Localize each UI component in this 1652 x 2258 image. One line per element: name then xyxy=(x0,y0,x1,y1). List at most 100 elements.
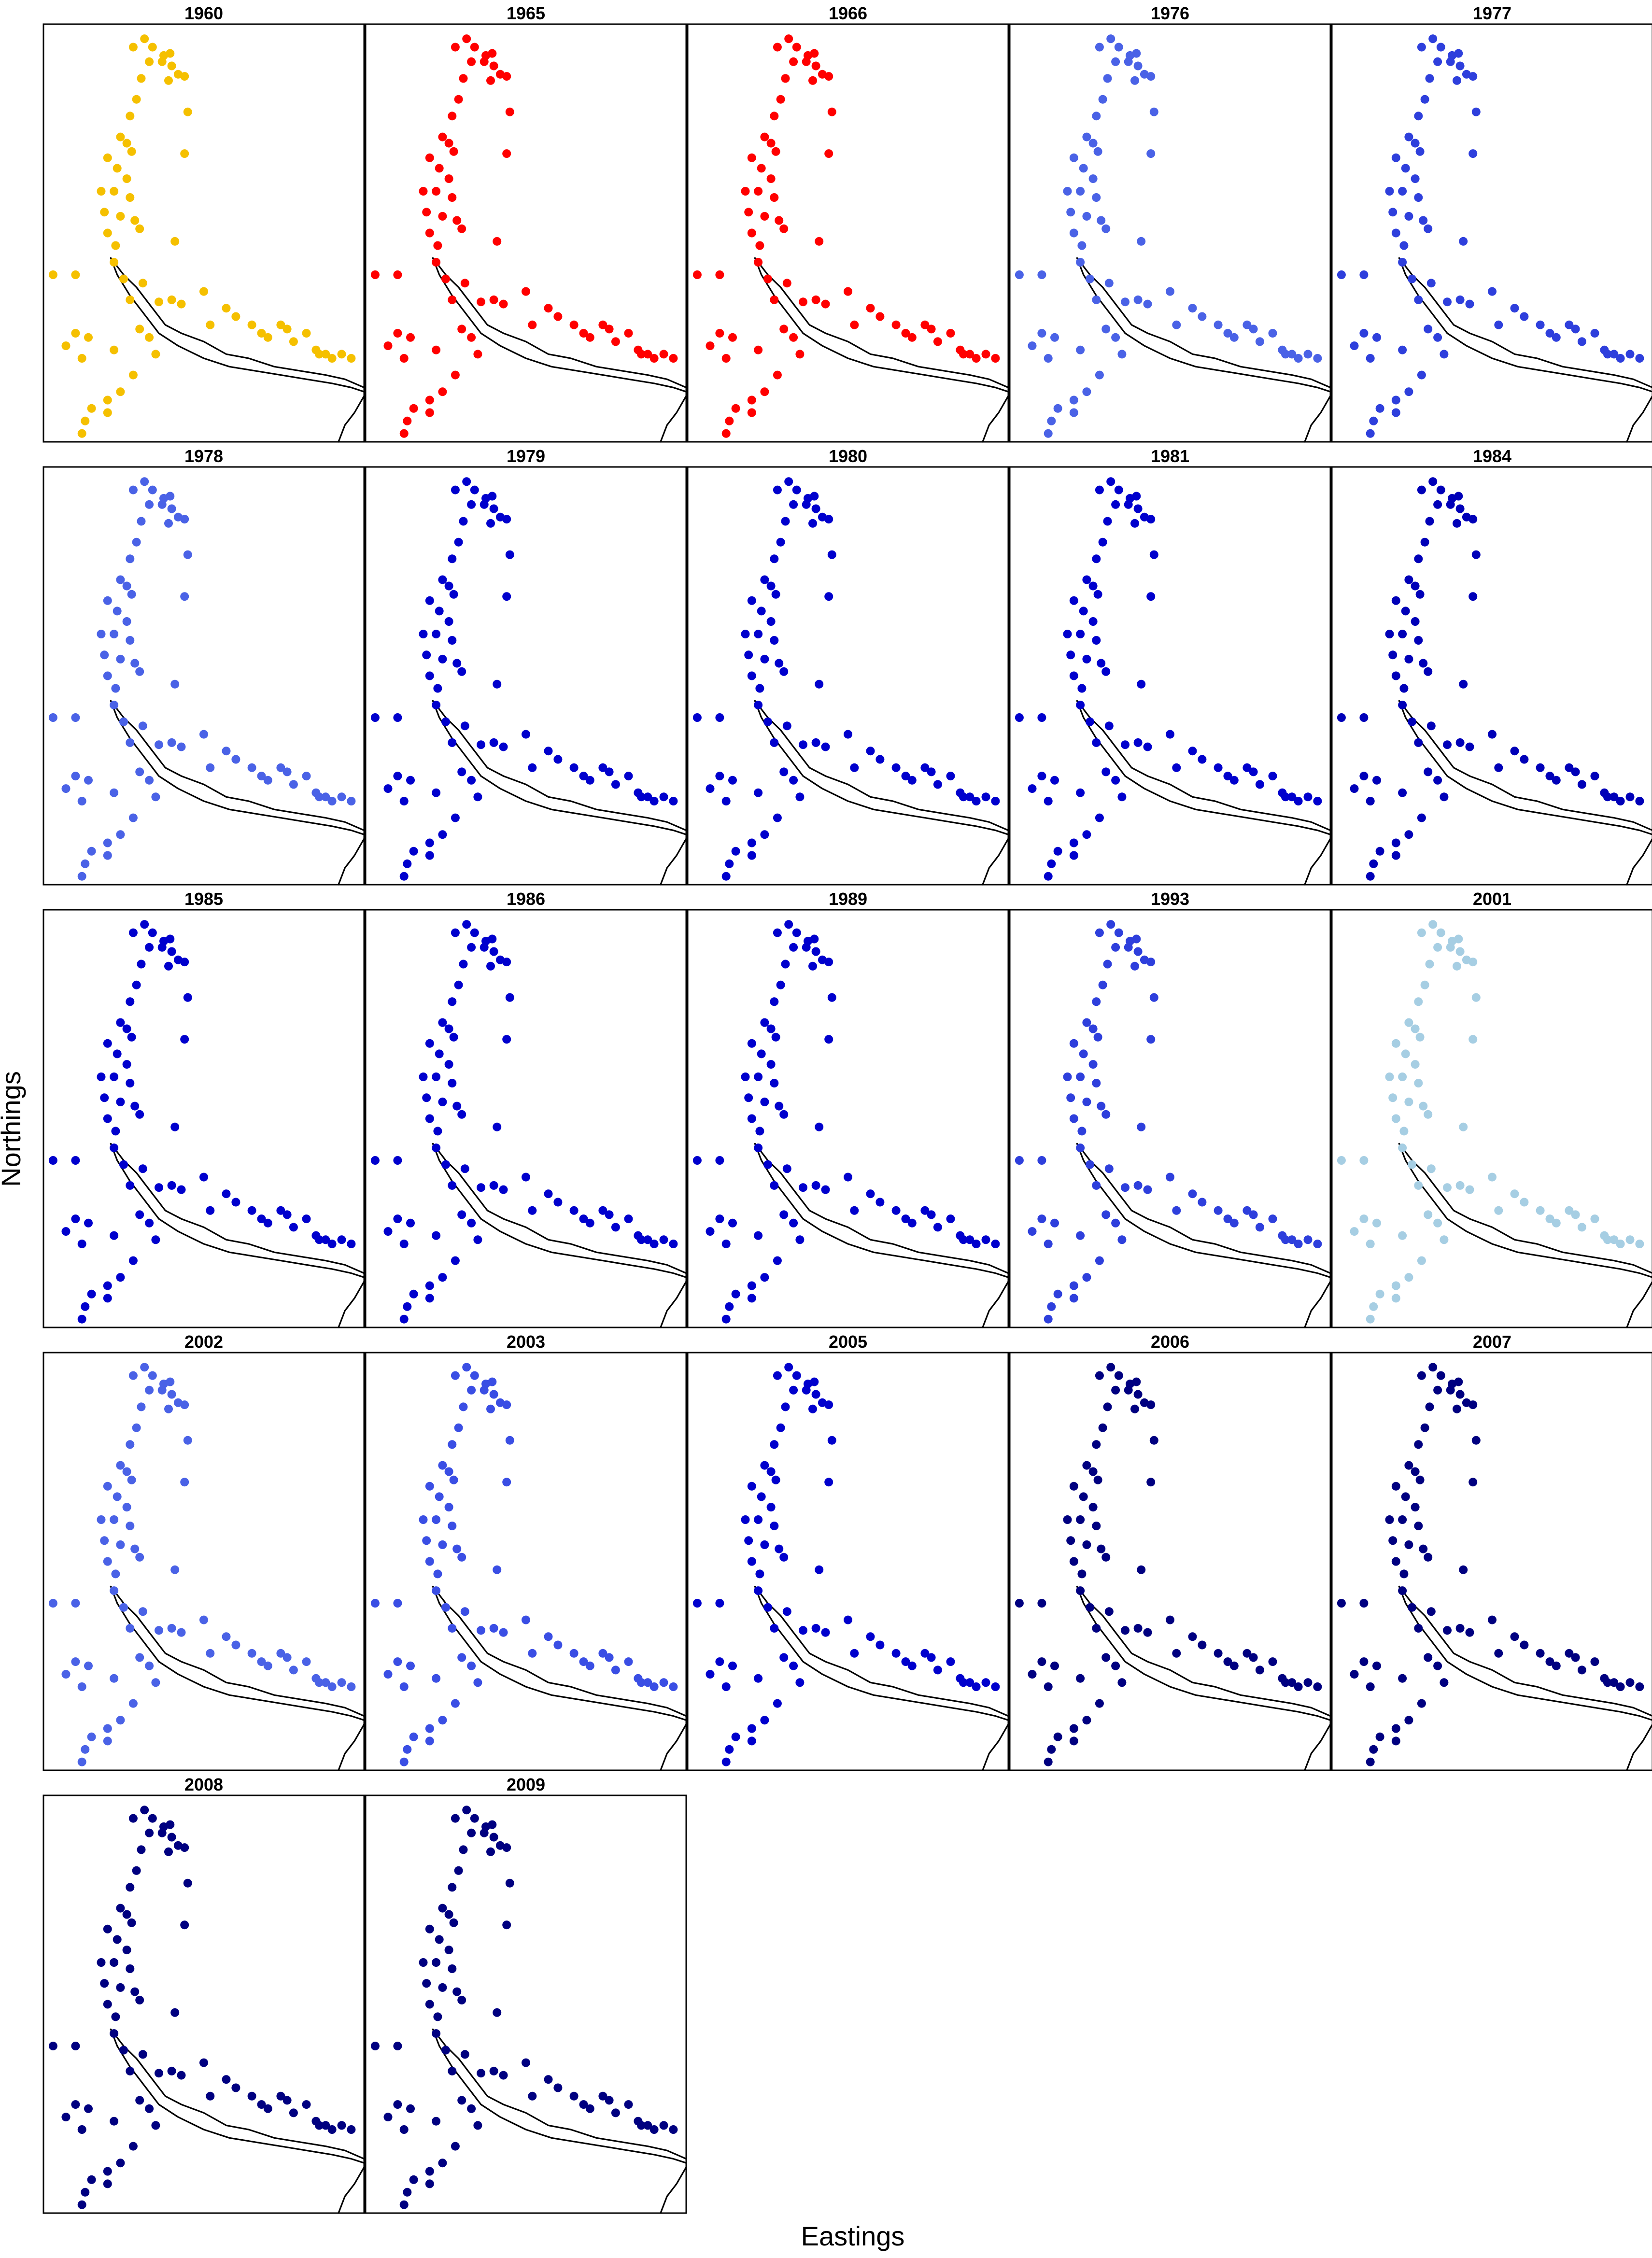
site-point xyxy=(1101,1110,1111,1119)
site-point xyxy=(1616,1682,1625,1691)
site-point xyxy=(1015,1156,1024,1165)
x-axis-title: Eastings xyxy=(801,2221,905,2251)
site-point xyxy=(489,947,498,956)
site-point xyxy=(432,1143,441,1153)
site-point xyxy=(1401,1492,1410,1501)
site-point xyxy=(1053,1289,1062,1298)
site-point xyxy=(448,1964,457,1973)
site-point xyxy=(164,1404,173,1413)
site-point xyxy=(137,74,146,83)
site-point xyxy=(1172,763,1181,772)
site-point xyxy=(1488,287,1497,296)
site-point xyxy=(347,1682,356,1691)
site-point xyxy=(669,354,678,363)
site-point xyxy=(444,1024,453,1033)
site-point xyxy=(81,1745,90,1754)
site-point xyxy=(1092,636,1101,645)
site-point xyxy=(972,1682,981,1691)
site-point xyxy=(151,350,160,359)
site-point xyxy=(544,304,553,313)
panel-frame xyxy=(1331,909,1652,1328)
site-point xyxy=(103,1557,112,1566)
site-point xyxy=(598,1206,607,1215)
site-point xyxy=(1603,1678,1612,1687)
site-point xyxy=(1577,780,1586,789)
site-point xyxy=(71,270,80,279)
panel-frame xyxy=(1009,909,1331,1328)
site-point xyxy=(126,554,135,564)
site-point xyxy=(1303,1678,1313,1687)
site-point xyxy=(946,1214,955,1224)
site-point xyxy=(1404,654,1413,663)
site-point xyxy=(119,274,128,283)
site-point xyxy=(263,776,272,785)
site-point xyxy=(585,333,594,342)
site-point xyxy=(1092,738,1101,747)
site-point xyxy=(782,1607,791,1616)
site-point xyxy=(1536,320,1545,329)
site-point xyxy=(766,1503,776,1512)
site-point xyxy=(1391,1039,1400,1048)
site-point xyxy=(1577,337,1586,346)
site-point xyxy=(1082,387,1091,396)
site-point xyxy=(1616,1240,1625,1248)
site-point xyxy=(502,515,511,524)
site-point xyxy=(489,1181,498,1190)
site-point xyxy=(183,1878,192,1888)
site-point xyxy=(815,237,824,246)
site-point xyxy=(1124,1385,1133,1395)
site-point xyxy=(754,1073,763,1081)
site-point xyxy=(148,928,157,937)
site-point xyxy=(110,701,119,709)
site-point xyxy=(110,788,119,797)
site-point xyxy=(473,350,482,359)
site-point xyxy=(282,1210,292,1219)
site-point xyxy=(103,228,112,238)
site-point xyxy=(409,847,418,856)
site-point xyxy=(180,592,189,601)
site-point xyxy=(1114,485,1123,494)
site-point xyxy=(406,2104,415,2113)
site-point xyxy=(754,788,763,797)
site-point xyxy=(467,57,476,66)
site-point xyxy=(1454,49,1463,58)
site-point xyxy=(1359,1657,1369,1666)
site-point xyxy=(1095,928,1104,937)
river-bank-line xyxy=(432,1143,687,1274)
site-point xyxy=(486,76,495,85)
site-point xyxy=(972,354,981,363)
site-point xyxy=(116,2159,125,2168)
site-point xyxy=(1366,1240,1375,1248)
site-point xyxy=(122,617,131,626)
site-point xyxy=(1086,1603,1094,1612)
site-point xyxy=(1408,1603,1416,1612)
site-point xyxy=(1616,797,1625,805)
site-point xyxy=(409,2175,418,2184)
panel-frame xyxy=(42,909,365,1328)
site-point xyxy=(1414,636,1423,645)
site-point xyxy=(403,859,412,868)
site-point xyxy=(624,2100,633,2109)
site-point xyxy=(1095,485,1104,494)
site-point xyxy=(611,1665,620,1675)
site-point xyxy=(148,1814,157,1823)
site-point xyxy=(1565,320,1574,329)
site-point xyxy=(77,429,86,438)
site-point xyxy=(744,1536,753,1545)
site-point xyxy=(1404,1716,1413,1725)
site-point xyxy=(1069,228,1078,238)
site-point xyxy=(824,149,833,158)
site-point xyxy=(1440,350,1449,359)
site-point xyxy=(116,1716,125,1725)
site-point xyxy=(1520,312,1529,321)
site-point xyxy=(477,2069,485,2078)
site-point xyxy=(457,224,466,233)
site-point xyxy=(135,224,144,233)
panel-frame xyxy=(1331,466,1652,886)
site-point xyxy=(747,1281,756,1290)
site-point xyxy=(457,1552,466,1562)
site-point xyxy=(1111,1218,1120,1228)
site-point xyxy=(643,792,652,802)
site-point xyxy=(1391,1557,1400,1566)
site-point xyxy=(659,350,668,359)
